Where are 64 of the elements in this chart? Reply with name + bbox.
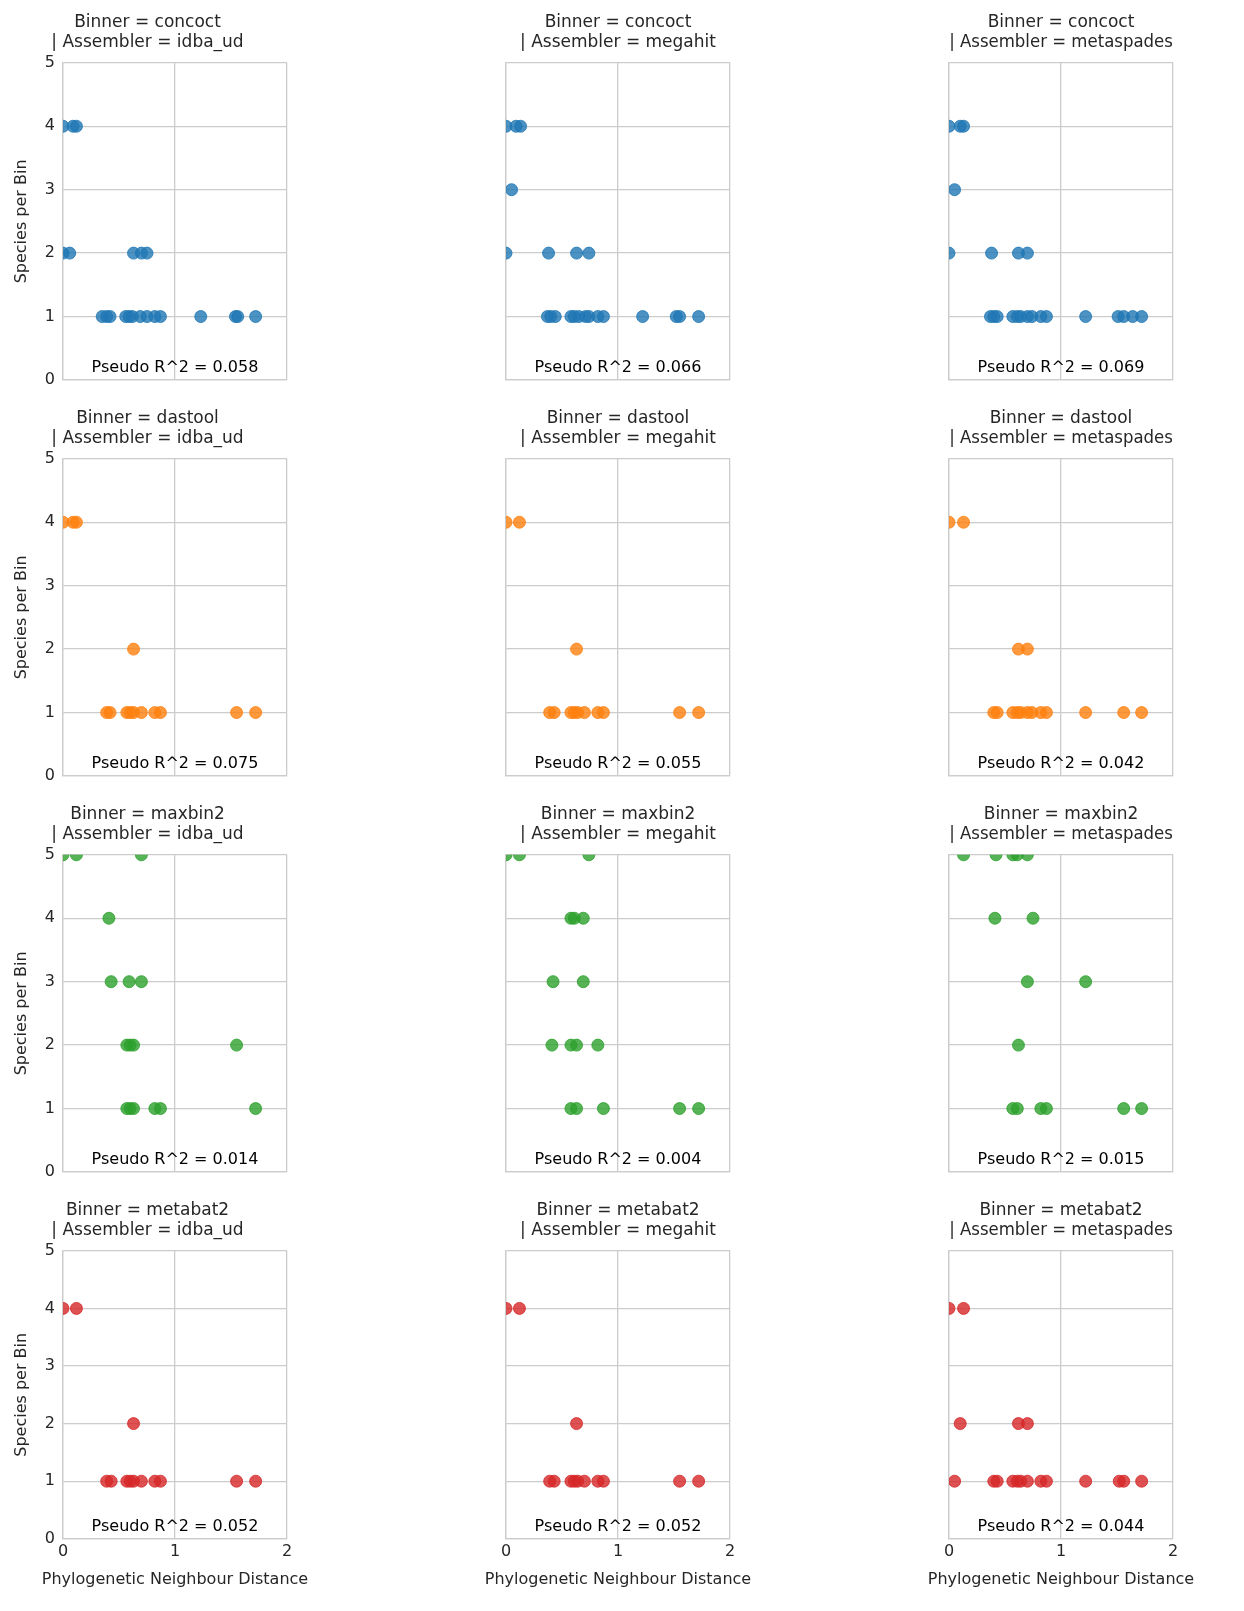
chart-title: Binner = maxbin2 | Assembler = metaspades	[949, 802, 1173, 844]
x-axis-title: Phylogenetic Neighbour Distance	[927, 1569, 1195, 1589]
y-tick-label: 4	[44, 1297, 55, 1317]
annotation: Pseudo R^2 = 0.052	[534, 1515, 702, 1535]
annotation: Pseudo R^2 = 0.052	[91, 1515, 259, 1535]
y-tick-label: 1	[44, 701, 55, 721]
y-tick-label: 2	[44, 242, 55, 262]
chart-title: Binner = concoct | Assembler = metaspades	[949, 10, 1173, 52]
annotation: Pseudo R^2 = 0.015	[977, 1149, 1145, 1169]
x-axis-title: Phylogenetic Neighbour Distance	[41, 1569, 309, 1589]
y-tick-label: 0	[44, 1527, 55, 1547]
y-tick-label: 5	[44, 447, 55, 467]
y-tick-label: 5	[44, 1239, 55, 1259]
x-tick-label: 0	[57, 1540, 69, 1560]
x-tick-label: 1	[169, 1540, 181, 1560]
y-tick-label: 5	[44, 51, 55, 71]
chart-title: Binner = dastool | Assembler = megahit	[520, 406, 717, 448]
y-tick-label: 1	[44, 1097, 55, 1117]
chart-title: Binner = concoct | Assembler = idba_ud	[51, 10, 244, 53]
y-tick-label: 0	[44, 765, 55, 785]
y-axis-title: Species per Bin	[10, 1332, 30, 1457]
annotation: Pseudo R^2 = 0.014	[91, 1149, 259, 1169]
y-tick-label: 2	[44, 1034, 55, 1054]
x-tick-label: 2	[1167, 1540, 1179, 1560]
y-tick-label: 4	[44, 115, 55, 135]
x-tick-label: 0	[943, 1540, 955, 1560]
chart-title: Binner = dastool | Assembler = metaspades	[949, 406, 1173, 448]
y-axis-title: Species per Bin	[10, 555, 30, 680]
chart-title: Binner = metabat2 | Assembler = metaspades	[949, 1198, 1173, 1240]
y-tick-label: 3	[44, 970, 55, 990]
annotation: Pseudo R^2 = 0.075	[91, 753, 259, 773]
y-tick-label: 0	[44, 1161, 55, 1181]
annotation: Pseudo R^2 = 0.066	[534, 357, 702, 377]
y-tick-label: 3	[44, 178, 55, 198]
chart-title: Binner = metabat2 | Assembler = idba_ud	[51, 1198, 244, 1241]
chart-title: Binner = metabat2 | Assembler = megahit	[520, 1198, 717, 1240]
annotation: Pseudo R^2 = 0.044	[977, 1515, 1145, 1535]
annotation: Pseudo R^2 = 0.069	[977, 357, 1145, 377]
x-tick-label: 1	[612, 1540, 624, 1560]
x-tick-label: 2	[724, 1540, 736, 1560]
annotation: Pseudo R^2 = 0.058	[91, 357, 259, 377]
y-tick-label: 5	[44, 843, 55, 863]
chart-title: Binner = dastool | Assembler = idba_ud	[51, 406, 244, 449]
chart-title: Binner = maxbin2 | Assembler = idba_ud	[51, 802, 244, 845]
x-axis-title: Phylogenetic Neighbour Distance	[484, 1569, 752, 1589]
x-tick-label: 2	[281, 1540, 293, 1560]
y-tick-label: 2	[44, 638, 55, 658]
annotation: Pseudo R^2 = 0.042	[977, 753, 1145, 773]
annotation: Pseudo R^2 = 0.055	[534, 753, 702, 773]
y-tick-label: 1	[44, 305, 55, 325]
y-tick-label: 3	[44, 574, 55, 594]
y-axis-title: Species per Bin	[10, 951, 30, 1076]
annotation: Pseudo R^2 = 0.004	[534, 1149, 702, 1169]
chart-title: Binner = maxbin2 | Assembler = megahit	[520, 802, 717, 844]
x-tick-label: 1	[1055, 1540, 1067, 1560]
y-tick-label: 2	[44, 1412, 55, 1432]
chart-title: Binner = concoct | Assembler = megahit	[520, 10, 717, 52]
y-tick-label: 0	[44, 369, 55, 389]
x-tick-label: 0	[500, 1540, 512, 1560]
y-tick-label: 4	[44, 907, 55, 927]
y-axis-title: Species per Bin	[10, 159, 30, 284]
y-tick-label: 1	[44, 1470, 55, 1490]
y-tick-label: 3	[44, 1355, 55, 1375]
y-tick-label: 4	[44, 511, 55, 531]
